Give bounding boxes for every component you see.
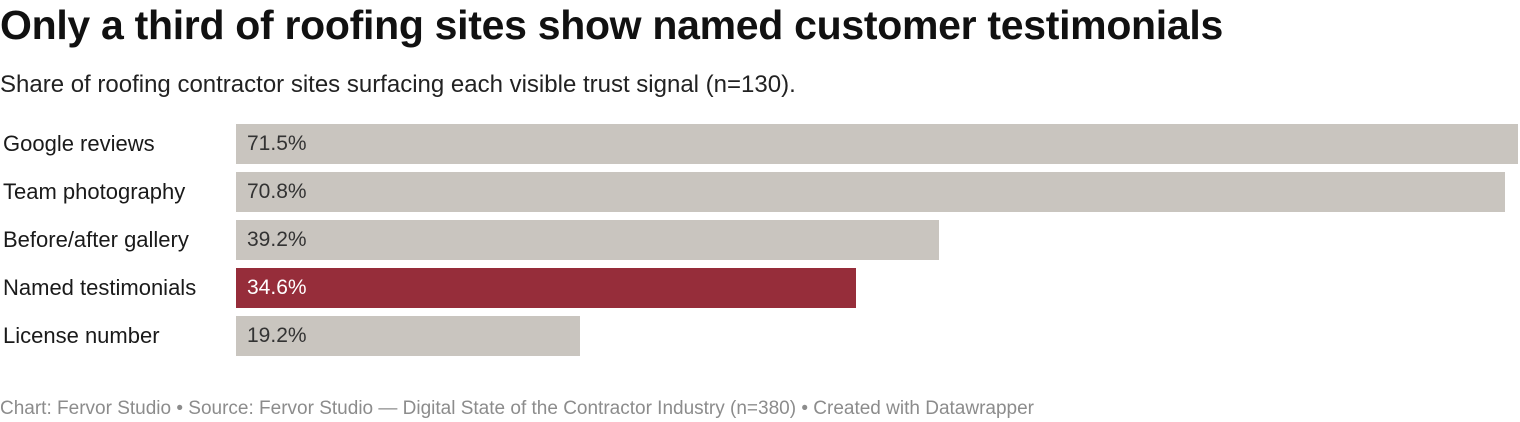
bar-value-label: 34.6% xyxy=(247,276,307,299)
category-label: Team photography xyxy=(3,179,186,204)
bar-chart: Google reviews 71.5% Team photography 70.8%… xyxy=(0,124,1520,364)
footer-separator: • xyxy=(801,398,808,419)
bar-value-label: 70.8% xyxy=(247,180,307,203)
bar xyxy=(236,124,1518,164)
bar-value-label: 39.2% xyxy=(247,228,307,251)
chart-credit: Chart: Fervor Studio xyxy=(0,398,172,419)
bar xyxy=(236,172,1505,212)
bar xyxy=(236,316,580,356)
category-label: Google reviews xyxy=(3,131,155,156)
chart-footer: Chart: Fervor Studio • Source: Fervor St… xyxy=(0,396,1034,422)
category-label: License number xyxy=(3,323,160,348)
chart-title: Only a third of roofing sites show named… xyxy=(0,2,1223,48)
chart-subtitle: Share of roofing contractor sites surfac… xyxy=(0,71,796,98)
category-label: Before/after gallery xyxy=(3,227,189,252)
source-note: Source: Fervor Studio — Digital State of… xyxy=(188,398,797,419)
footer-separator: • xyxy=(176,398,184,419)
bar-highlighted xyxy=(236,268,856,308)
created-with-link[interactable]: Created with Datawrapper xyxy=(813,398,1034,419)
bar-value-label: 71.5% xyxy=(247,132,307,155)
bar xyxy=(236,220,939,260)
bar-value-label: 19.2% xyxy=(247,324,307,347)
category-label: Named testimonials xyxy=(3,275,197,300)
